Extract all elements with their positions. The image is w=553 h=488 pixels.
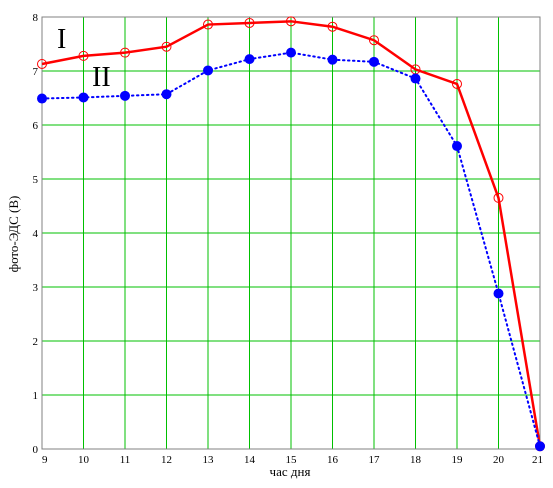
y-tick-label: 1 (33, 390, 39, 402)
y-tick-label: 0 (33, 444, 39, 456)
y-tick-label: 2 (33, 336, 39, 348)
y-tick-label: 5 (33, 174, 39, 186)
y-tick-label: 6 (33, 120, 39, 132)
x-tick-label: 11 (120, 454, 131, 466)
data-point-II (369, 56, 379, 67)
y-tick-label: 8 (33, 12, 39, 24)
series-layer (37, 16, 545, 452)
data-point-I (493, 192, 504, 203)
y-tick-label: 3 (33, 282, 39, 294)
data-point-I (161, 41, 172, 52)
data-point-II (37, 93, 47, 104)
data-point-II (410, 73, 421, 84)
x-tick-label: 20 (493, 454, 505, 466)
data-point-I (37, 58, 47, 69)
x-tick-label: 15 (286, 454, 298, 466)
data-point-I (203, 19, 213, 30)
y-axis-label: фото-ЭДС (В) (6, 196, 21, 273)
y-tick-label: 7 (33, 66, 39, 78)
data-point-II (286, 47, 296, 58)
data-point-I (78, 50, 89, 61)
x-axis-label: час дня (270, 464, 311, 479)
data-point-II (78, 92, 89, 103)
x-tick-label: 19 (452, 454, 464, 466)
data-point-II (244, 54, 255, 65)
x-tick-label: 9 (42, 454, 48, 466)
x-tick-label: 12 (161, 454, 172, 466)
grid (41, 16, 541, 450)
data-point-I (410, 64, 421, 75)
data-point-I (244, 17, 255, 28)
x-tick-label: 17 (369, 454, 381, 466)
series-label-II: II (92, 62, 111, 93)
data-point-II (161, 89, 172, 100)
data-point-II (535, 441, 545, 452)
data-point-I (452, 78, 462, 89)
x-tick-label: 14 (244, 454, 256, 466)
data-point-II (203, 65, 213, 76)
data-point-II (327, 54, 338, 65)
data-point-I (327, 21, 338, 32)
x-tick-label: 21 (532, 454, 543, 466)
series-line-I (41, 20, 542, 447)
y-tick-label: 4 (33, 228, 39, 240)
x-tick-label: 10 (78, 454, 90, 466)
x-tick-label: 18 (410, 454, 422, 466)
data-point-I (369, 35, 379, 46)
data-point-II (493, 288, 504, 299)
x-tick-label: 13 (203, 454, 215, 466)
data-point-II (120, 90, 130, 101)
data-point-I (286, 16, 296, 27)
series-label-I: I (57, 24, 66, 55)
data-point-II (452, 141, 462, 152)
x-tick-label: 16 (327, 454, 339, 466)
data-point-I (120, 47, 130, 58)
